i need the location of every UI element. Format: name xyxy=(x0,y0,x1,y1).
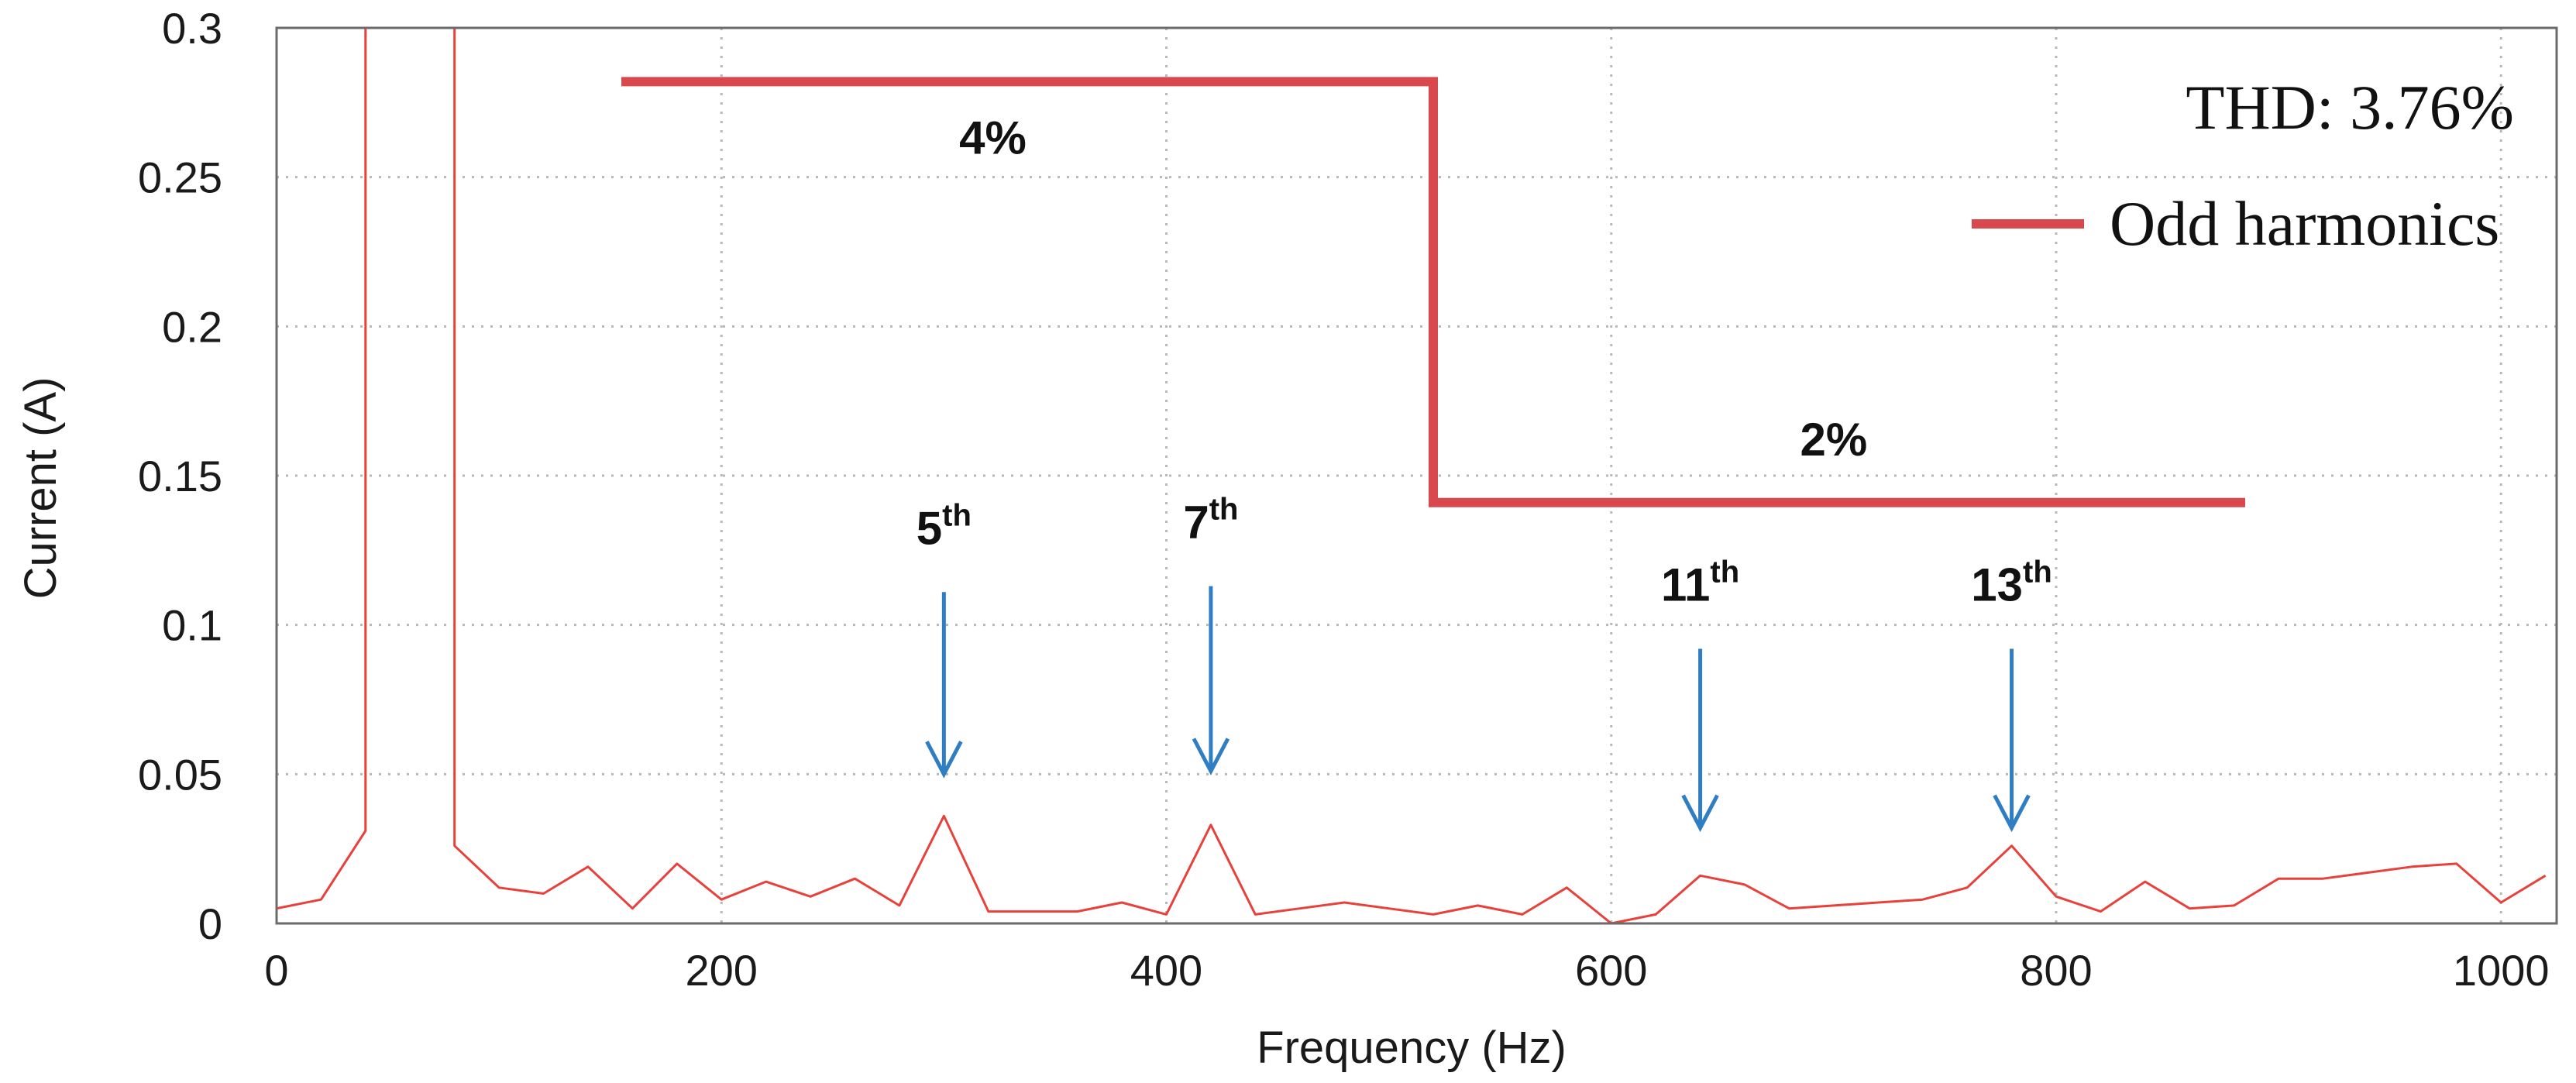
harmonic-arrow-head xyxy=(1192,737,1230,775)
x-tick-label: 200 xyxy=(686,946,758,995)
harmonic-label: 7th xyxy=(1183,493,1238,548)
harmonic-arrow-head xyxy=(1681,794,1719,833)
limit-label: 2% xyxy=(1800,414,1867,466)
harmonic-label: 5th xyxy=(917,498,972,554)
tick-layer: 0 200 400 600 800 1000 0 0.05 0.1 0.15 0.2 0.25 0.3 xyxy=(138,4,2550,995)
y-tick-label: 0.05 xyxy=(138,750,222,799)
y-tick-label: 0.25 xyxy=(138,153,222,202)
y-axis-title: Current (A) xyxy=(15,377,66,600)
limit-line-odd-harmonics xyxy=(621,77,2245,507)
legend-label-odd-harmonics: Odd harmonics xyxy=(2110,188,2499,259)
y-tick-label: 0.3 xyxy=(162,4,222,53)
spectrum-line xyxy=(277,28,2547,923)
grid-layer xyxy=(277,28,2557,923)
x-tick-label: 1000 xyxy=(2453,946,2550,995)
x-tick-label: 600 xyxy=(1575,946,1647,995)
y-tick-label: 0.2 xyxy=(162,302,222,351)
harmonic-arrow-head xyxy=(925,741,963,779)
limit-label: 4% xyxy=(959,112,1027,164)
x-tick-label: 800 xyxy=(2020,946,2092,995)
y-tick-label: 0.1 xyxy=(162,601,222,650)
harmonic-label: 13th xyxy=(1971,555,2052,610)
y-tick-label: 0 xyxy=(198,899,222,948)
harmonic-label: 11th xyxy=(1661,555,1739,610)
x-tick-label: 400 xyxy=(1130,946,1202,995)
x-tick-label: 0 xyxy=(264,946,288,995)
y-tick-label: 0.15 xyxy=(138,452,222,500)
legend: Odd harmonics xyxy=(1972,188,2499,259)
x-axis-title: Frequency (Hz) xyxy=(1257,1023,1567,1073)
annotation-layer: 4% 2% 5th 7th 11th 13th xyxy=(917,112,2052,833)
data-layer xyxy=(277,28,2547,923)
harmonic-arrow-head xyxy=(1993,794,2031,833)
plot-frame xyxy=(275,26,2558,925)
thd-annotation: THD: 3.76% xyxy=(2186,72,2514,143)
